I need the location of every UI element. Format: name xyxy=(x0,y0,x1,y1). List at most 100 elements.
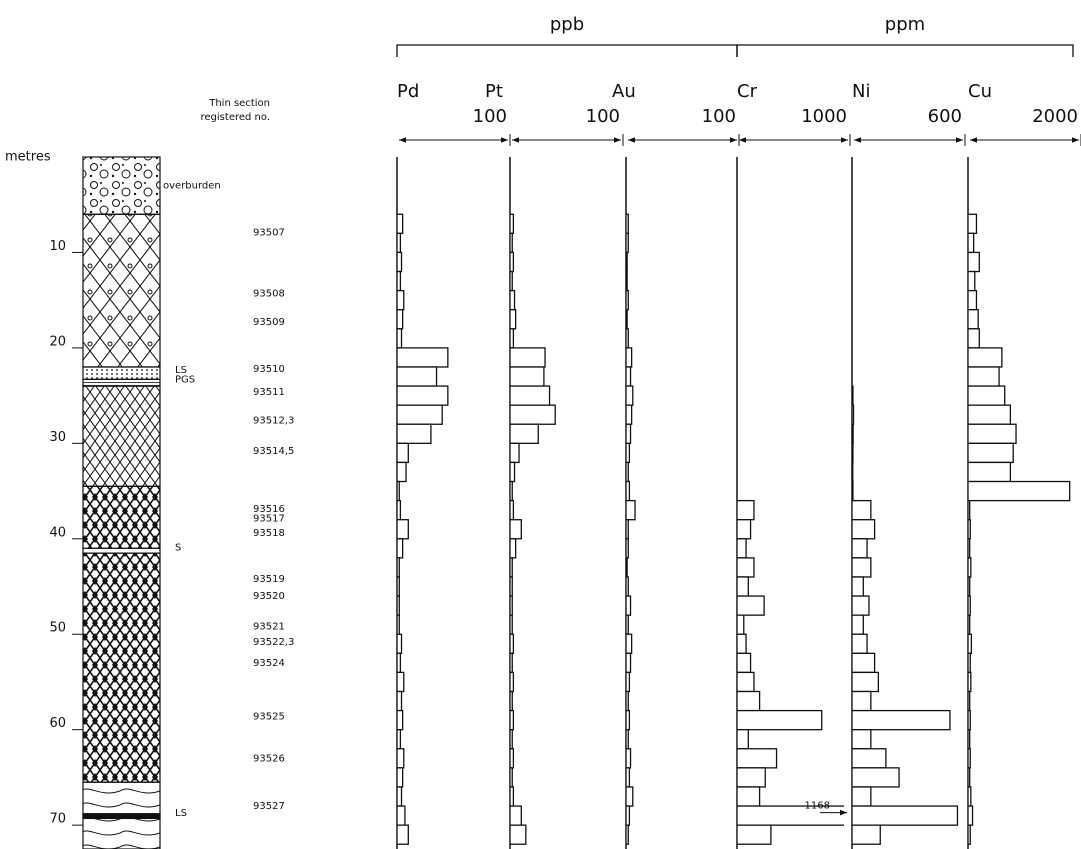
bar xyxy=(968,270,976,292)
bar xyxy=(626,633,633,654)
bar xyxy=(510,557,513,578)
sample-label: 93514,5 xyxy=(253,446,294,457)
y-tick-label: 20 xyxy=(49,334,66,349)
value-label: 1168 xyxy=(805,801,830,812)
bar xyxy=(510,748,515,769)
bar xyxy=(737,499,755,521)
sample-label: 93511 xyxy=(253,387,285,398)
bar xyxy=(397,442,409,464)
bar xyxy=(626,748,632,769)
y-tick-label: 60 xyxy=(49,716,66,731)
lithology-unit xyxy=(82,813,161,820)
bar xyxy=(626,652,632,674)
bar xyxy=(626,461,629,483)
bar xyxy=(397,805,406,826)
group-label: ppm xyxy=(885,14,925,35)
x-tick-label: 100 xyxy=(586,106,620,127)
bar xyxy=(397,633,403,654)
bar xyxy=(510,729,513,750)
sample-label: 93516 xyxy=(253,504,285,515)
sample-label: 93525 xyxy=(253,711,285,722)
bar xyxy=(968,557,972,578)
bar xyxy=(968,519,971,540)
bar xyxy=(968,786,972,807)
bar xyxy=(626,576,629,597)
bar xyxy=(510,309,517,330)
y-tick-label: 30 xyxy=(49,430,66,445)
bar xyxy=(626,729,629,750)
bar xyxy=(626,442,631,464)
bar xyxy=(852,385,854,406)
bar xyxy=(968,767,971,788)
bar xyxy=(397,461,407,483)
x-tick-label: 100 xyxy=(702,106,736,127)
bar xyxy=(852,404,855,425)
bar xyxy=(510,709,515,731)
bar xyxy=(510,519,522,540)
bar xyxy=(510,289,516,311)
bar xyxy=(397,786,403,807)
profile xyxy=(397,213,449,845)
bar xyxy=(968,690,971,712)
sample-label: 93510 xyxy=(253,364,285,375)
bar xyxy=(968,709,971,731)
bar xyxy=(397,385,449,406)
bar xyxy=(510,671,515,693)
bar xyxy=(968,213,978,235)
bar xyxy=(968,576,971,597)
sample-label: 93517 xyxy=(253,514,285,525)
bar xyxy=(968,652,971,674)
bar xyxy=(626,557,628,578)
sample-label: 93518 xyxy=(253,528,285,539)
bar xyxy=(397,289,405,311)
profile xyxy=(852,385,959,845)
bar xyxy=(510,328,515,349)
bar xyxy=(626,328,629,349)
bar xyxy=(626,366,632,387)
bar xyxy=(626,404,633,425)
bar xyxy=(852,614,864,635)
bar xyxy=(510,366,545,387)
bar xyxy=(510,251,515,273)
sample-label: 93508 xyxy=(253,288,285,299)
bar xyxy=(737,729,749,750)
panel-name: Cr xyxy=(737,81,758,102)
bar xyxy=(968,404,1012,425)
bar xyxy=(397,748,405,769)
bar xyxy=(968,289,978,311)
bar xyxy=(852,786,872,807)
bar xyxy=(737,595,765,616)
bar xyxy=(510,404,556,425)
bar xyxy=(626,671,631,693)
bar xyxy=(397,614,400,635)
bar xyxy=(626,709,631,731)
bar xyxy=(397,328,403,349)
bar xyxy=(968,499,971,521)
bar xyxy=(852,633,868,654)
bar xyxy=(510,232,513,254)
bar xyxy=(510,442,520,464)
bar xyxy=(626,805,631,826)
bar xyxy=(737,519,752,540)
bar xyxy=(852,595,870,616)
x-tick-label: 2000 xyxy=(1032,106,1078,127)
bar xyxy=(852,576,864,597)
bar xyxy=(626,213,629,235)
bar xyxy=(852,729,872,750)
bar xyxy=(510,595,513,616)
bar xyxy=(968,614,971,635)
panel-name: Cu xyxy=(968,81,992,102)
bar xyxy=(626,232,629,254)
bar xyxy=(852,423,854,444)
bar xyxy=(397,767,404,788)
bar xyxy=(510,461,516,483)
bar xyxy=(737,805,844,826)
bar xyxy=(397,232,402,254)
bar xyxy=(510,480,513,502)
bar xyxy=(968,748,971,769)
bar xyxy=(510,576,513,597)
sample-label: 93521 xyxy=(253,622,285,633)
bar xyxy=(626,786,634,807)
bar xyxy=(510,213,515,235)
